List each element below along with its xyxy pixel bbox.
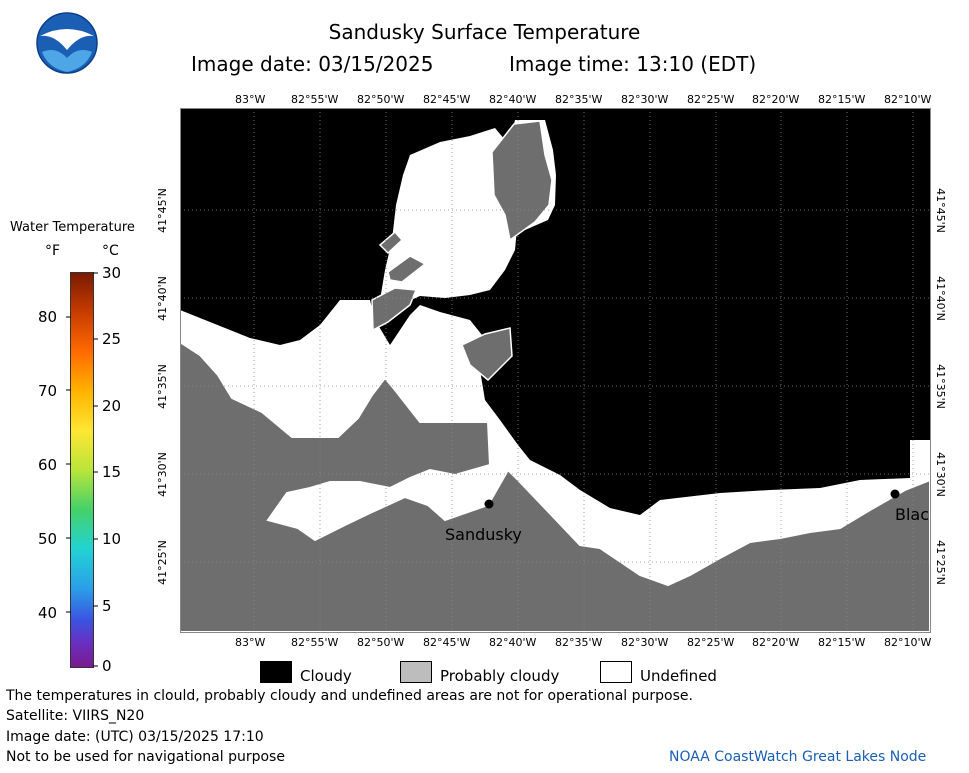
lon-label-top: 82°35'W (555, 93, 603, 106)
lon-label-top: 82°30'W (621, 93, 669, 106)
probably-cloudy-area (378, 230, 404, 255)
lon-label-top: 82°50'W (357, 93, 405, 106)
lon-label-bottom: 82°15'W (818, 636, 866, 649)
f-tick-70: 70 (38, 382, 58, 400)
lat-label-right: 41°45'N (933, 188, 947, 233)
sandusky-label: Sandusky (445, 525, 522, 544)
lat-label-right: 41°30'N (933, 452, 947, 497)
f-tick-60: 60 (38, 456, 58, 474)
lon-label-bottom: 82°40'W (489, 636, 537, 649)
lon-label-top: 82°45'W (423, 93, 471, 106)
lon-label-top: 82°20'W (752, 93, 800, 106)
f-tick-50: 50 (38, 530, 58, 548)
c-tick-25: 25 (102, 330, 122, 348)
colorbar-title: Water Temperature (10, 220, 135, 235)
lon-label-top: 82°15'W (818, 93, 866, 106)
probably-cloudy-area (387, 255, 427, 283)
lat-label-right: 41°35'N (933, 364, 947, 409)
lon-label-bottom: 82°20'W (752, 636, 800, 649)
f-tick-80: 80 (38, 308, 58, 326)
probably-cloudy-swatch (400, 661, 432, 683)
image-date: Image date: 03/15/2025 (191, 52, 434, 76)
lat-label-right: 41°40'N (933, 276, 947, 321)
c-tick-30: 30 (102, 264, 122, 282)
lon-label-bottom: 82°35'W (555, 636, 603, 649)
legend-probably-cloudy: Probably cloudy (440, 667, 560, 685)
lon-label-top: 82°40'W (489, 93, 537, 106)
blac-label: Blac (895, 505, 930, 524)
lat-label-right: 41°25'N (933, 540, 947, 585)
lon-label-top: 82°25'W (687, 93, 735, 106)
lon-label-bottom: 82°55'W (291, 636, 339, 649)
probably-cloudy-area (371, 287, 418, 332)
sandusky-marker (484, 499, 494, 509)
probably-cloudy-area (461, 327, 513, 382)
credit: NOAA CoastWatch Great Lakes Node (669, 749, 927, 765)
image-time: Image time: 13:10 (EDT) (509, 52, 757, 76)
colorbar-ticks (66, 272, 98, 667)
map-panel (180, 108, 930, 632)
satellite: Satellite: VIIRS_N20 (6, 708, 145, 724)
blac-marker (890, 489, 900, 499)
undefined-swatch (600, 661, 632, 683)
lat-label-left: 41°30'N (155, 452, 169, 497)
map-title: Sandusky Surface Temperature (328, 20, 641, 44)
lon-label-top: 82°55'W (291, 93, 339, 106)
lat-label-left: 41°45'N (155, 188, 169, 233)
noaa-logo (36, 12, 98, 74)
legend-cloudy: Cloudy (300, 667, 352, 685)
colorbar (70, 272, 94, 668)
lat-label-left: 41°35'N (155, 364, 169, 409)
lon-label-bottom: 82°25'W (687, 636, 735, 649)
unit-fahrenheit: °F (45, 243, 61, 259)
map-frame (180, 108, 931, 633)
c-tick-20: 20 (102, 397, 122, 415)
lon-label-bottom: 82°10'W (884, 636, 932, 649)
cloudy-swatch (260, 661, 292, 683)
graticule (180, 108, 930, 632)
utc-date: Image date: (UTC) 03/15/2025 17:10 (6, 729, 264, 745)
c-tick-5: 5 (102, 597, 112, 615)
unit-celsius: °C (102, 243, 119, 259)
legend-undefined: Undefined (640, 667, 717, 685)
nav-warning: Not to be used for navigational purpose (6, 749, 285, 765)
c-tick-15: 15 (102, 463, 122, 481)
land-area (180, 340, 930, 632)
lon-label-top: 83°W (235, 93, 266, 106)
lon-label-bottom: 82°30'W (621, 636, 669, 649)
c-tick-0: 0 (102, 657, 112, 675)
lon-label-bottom: 82°50'W (357, 636, 405, 649)
f-tick-40: 40 (38, 604, 58, 622)
lon-label-top: 82°10'W (884, 93, 932, 106)
disclaimer: The temperatures in clould, probably clo… (6, 688, 693, 704)
lon-label-bottom: 83°W (235, 636, 266, 649)
lat-label-left: 41°25'N (155, 540, 169, 585)
c-tick-10: 10 (102, 530, 122, 548)
lon-label-bottom: 82°45'W (423, 636, 471, 649)
lat-label-left: 41°40'N (155, 276, 169, 321)
cloudy-area (180, 108, 930, 515)
